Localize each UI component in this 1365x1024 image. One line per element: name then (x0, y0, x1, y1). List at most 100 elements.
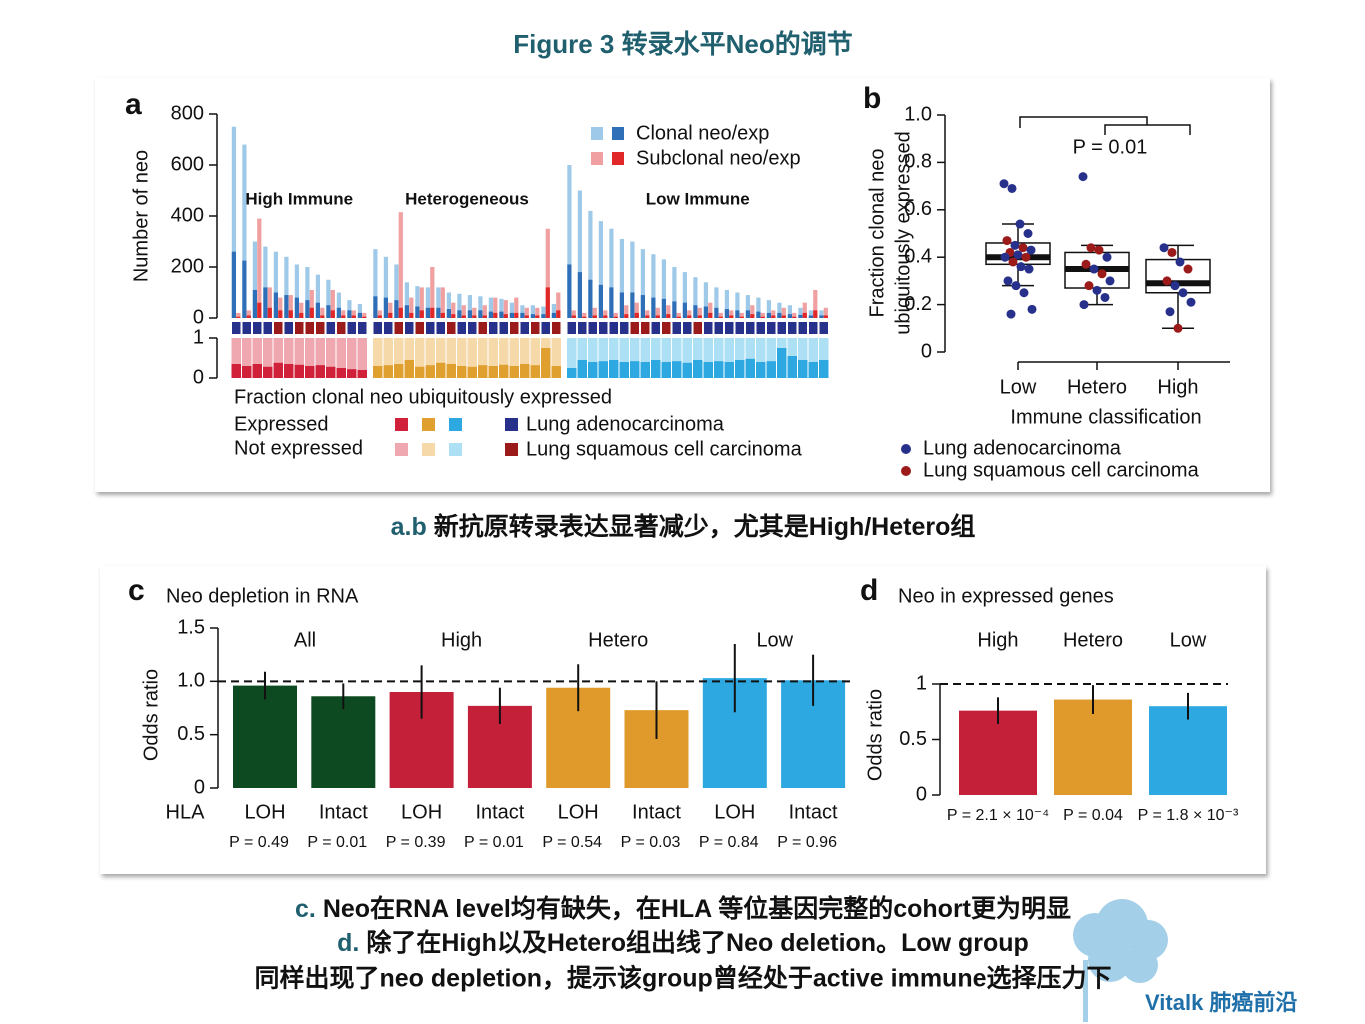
legend-swatch (505, 418, 518, 431)
bar (630, 241, 635, 318)
x-tick-label: High (977, 629, 1018, 651)
y-tick-label: 0.4 (904, 245, 932, 267)
caption: 同样出现了neo depletion，提示该group曾经处于active im… (255, 964, 1112, 993)
bar (404, 282, 409, 318)
point (1086, 243, 1096, 253)
fraction-bar (630, 361, 640, 378)
bar (545, 228, 550, 318)
bar (603, 310, 608, 318)
point (1105, 276, 1115, 286)
x-tick-label: High (1157, 376, 1198, 398)
caption: c. Neo在RNA level均有缺失，在HLA 等位基因完整的cohort更… (295, 894, 1071, 923)
legend-swatch (449, 443, 462, 456)
fraction-bg (415, 338, 425, 378)
fraction-bar (808, 362, 818, 378)
point (1015, 219, 1025, 229)
bar (436, 307, 441, 318)
bar (388, 312, 393, 318)
bar (409, 312, 414, 318)
histology-cell (704, 322, 713, 334)
bar (383, 297, 388, 318)
histology-cell (253, 322, 262, 334)
fraction-bg (798, 338, 808, 378)
fraction-bg (231, 338, 241, 378)
point (1167, 247, 1177, 257)
fraction-bar (446, 364, 456, 378)
histology-cell (609, 322, 618, 334)
histology-cell (468, 322, 477, 334)
bar (760, 312, 765, 318)
bar (703, 306, 708, 318)
point (1170, 281, 1180, 291)
bar (524, 307, 529, 318)
bar (714, 307, 719, 318)
bar (482, 305, 487, 318)
histology-cell (641, 322, 650, 334)
point (1002, 236, 1012, 246)
legend-label: Clonal neo/exp (636, 122, 769, 144)
fraction-bar (357, 370, 367, 378)
point (1165, 307, 1175, 317)
fraction-bar (703, 362, 713, 378)
bar (655, 315, 660, 318)
fraction-bg (425, 338, 435, 378)
bar (257, 218, 262, 318)
histology-cell (662, 322, 671, 334)
histology-cell (242, 322, 251, 334)
bar (351, 310, 356, 318)
bar (813, 289, 818, 318)
bar (252, 241, 257, 318)
bar (577, 272, 582, 318)
bar (640, 249, 645, 318)
bar (278, 297, 283, 318)
bar (419, 287, 424, 318)
legend-dot (901, 444, 911, 454)
bar (257, 302, 262, 318)
bar (425, 287, 430, 318)
bar (687, 315, 692, 318)
bar (499, 311, 504, 318)
fraction-bar (457, 366, 467, 378)
y-tick-label: 0 (194, 776, 205, 798)
bar (446, 309, 451, 318)
fraction-bar (294, 364, 304, 378)
bar (446, 292, 451, 318)
point (1024, 264, 1034, 274)
legend-swatch (591, 152, 603, 165)
bar (503, 300, 508, 318)
point (1094, 245, 1104, 255)
histology-cell (457, 322, 466, 334)
y-tick-label: 200 (171, 255, 204, 277)
bar (514, 312, 519, 318)
histology-cell (672, 322, 681, 334)
fraction-bar (478, 365, 488, 378)
bar (419, 310, 424, 318)
bar (645, 310, 650, 318)
bar (750, 314, 755, 318)
histology-cell (756, 322, 765, 334)
bar (739, 312, 744, 318)
bar (613, 316, 618, 318)
p-label: P = 0.96 (777, 834, 837, 851)
bar (499, 298, 504, 318)
bar (766, 312, 771, 318)
point (1026, 245, 1036, 255)
bar (802, 312, 807, 318)
fraction-bg (808, 338, 818, 378)
bar (398, 307, 403, 318)
bar (798, 314, 803, 318)
fraction-bg (315, 338, 325, 378)
x-axis-label: Immune classification (1010, 406, 1201, 428)
fraction-bar (273, 362, 283, 378)
y-axis-label: ubiquitously expressed (892, 131, 914, 334)
bar (808, 310, 813, 318)
annotation: P = 0.01 (1073, 136, 1148, 158)
fraction-bar (467, 366, 477, 378)
bar (309, 289, 314, 318)
fraction-bg (630, 338, 640, 378)
fraction-bg (693, 338, 703, 378)
fraction-bar (425, 365, 435, 378)
point (1027, 304, 1037, 314)
point (1100, 292, 1110, 302)
histology-cell (620, 322, 629, 334)
